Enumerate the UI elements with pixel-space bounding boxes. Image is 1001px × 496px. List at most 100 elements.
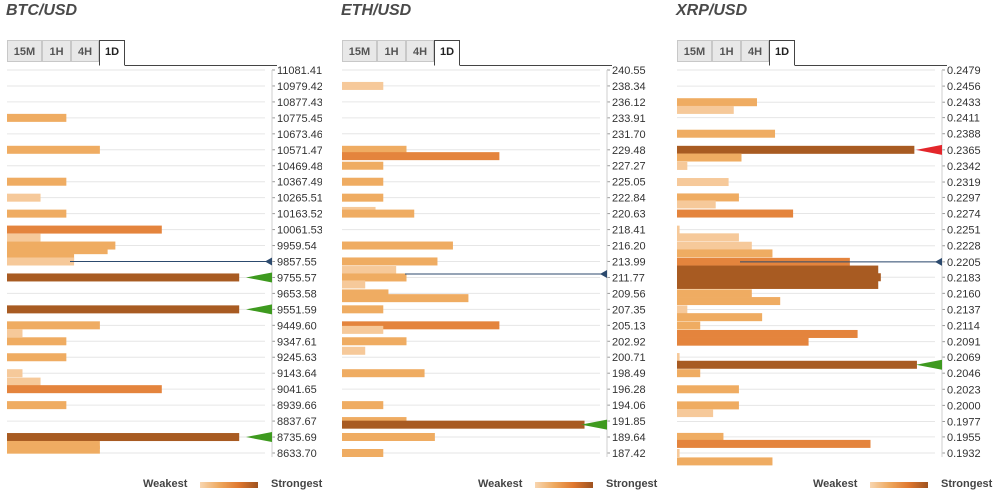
price-level-label: 231.70 — [612, 129, 646, 141]
tab-1h[interactable]: 1H — [42, 40, 71, 62]
eth-usd-panel: ETH/USD 15M 1H 4H 1D 240.55 238.34 236.12 233.91… — [335, 0, 657, 496]
confluence-bar — [677, 432, 724, 441]
price-level-label: 227.27 — [612, 161, 646, 173]
tab-baseline — [460, 65, 612, 66]
confluence-bar — [7, 337, 67, 346]
tab-1d[interactable]: 1D — [769, 40, 795, 66]
confluence-bar — [342, 257, 438, 266]
confluence-bar — [342, 294, 469, 303]
price-level-label: 10163.52 — [277, 209, 322, 221]
price-level-label: 0.2297 — [947, 192, 981, 204]
price-level-label: 8939.66 — [277, 400, 317, 412]
confluence-bar — [342, 420, 585, 429]
confluence-bar — [342, 273, 407, 282]
confluence-bar — [677, 329, 858, 338]
confluence-bar — [7, 113, 67, 122]
price-level-label: 0.2319 — [947, 177, 981, 189]
price-level-label: 0.2411 — [947, 113, 980, 125]
confluence-bar — [342, 145, 407, 154]
chart-title: BTC/USD — [6, 2, 78, 19]
price-level-label: 10469.48 — [277, 161, 322, 173]
confluence-bar — [7, 225, 162, 234]
price-level-label: 198.49 — [612, 368, 646, 380]
confluence-bar — [342, 432, 435, 441]
confluence-bar — [677, 241, 752, 250]
confluence-bar — [7, 440, 100, 449]
confluence-bar — [677, 305, 688, 314]
confluence-bar — [677, 337, 809, 346]
price-level-label: 11081.41 — [277, 65, 322, 77]
confluence-bar — [7, 385, 162, 394]
price-level-label: 225.05 — [612, 177, 646, 189]
confluence-bar — [677, 178, 729, 187]
confluence-bar — [7, 401, 67, 410]
confluence-chart: 240.55 238.34 236.12 233.91 231.70 229.48 227.… — [342, 65, 646, 460]
price-level-label: 216.20 — [612, 241, 646, 253]
price-level-label: 8735.69 — [277, 432, 317, 444]
tab-baseline — [125, 65, 277, 66]
confluence-bar — [677, 145, 915, 154]
confluence-bar — [677, 153, 742, 162]
price-level-label: 222.84 — [612, 193, 646, 205]
confluence-bar — [677, 401, 739, 410]
confluence-bar — [342, 305, 384, 314]
confluence-bar — [677, 289, 752, 298]
price-level-label: 0.2433 — [947, 97, 981, 109]
tab-baseline — [795, 65, 947, 66]
price-level-label: 0.2251 — [947, 225, 981, 237]
legend-weakest-label: Weakest — [478, 478, 523, 490]
confluence-bar — [677, 439, 871, 448]
confluence-bar — [677, 385, 739, 394]
price-level-label: 10877.43 — [277, 97, 322, 109]
price-level-label: 9347.61 — [277, 336, 317, 348]
confluence-bar — [7, 209, 67, 218]
price-level-label: 211.77 — [612, 272, 645, 284]
support-arrow-icon — [581, 419, 607, 430]
price-level-label: 207.35 — [612, 304, 646, 316]
confluence-bar — [342, 401, 384, 410]
price-level-label: 0.2228 — [947, 241, 981, 253]
tab-15m[interactable]: 15M — [342, 40, 377, 62]
confluence-bar — [7, 233, 41, 242]
tab-1h[interactable]: 1H — [712, 40, 741, 62]
support-arrow-icon — [246, 272, 272, 283]
price-level-label: 10367.49 — [277, 177, 322, 189]
price-level-label: 200.71 — [612, 352, 646, 364]
confluence-bar — [342, 177, 384, 186]
tab-1d[interactable]: 1D — [434, 40, 460, 66]
price-level-label: 9755.57 — [277, 272, 317, 284]
current-price-marker — [935, 257, 942, 266]
confluence-bar — [342, 161, 384, 170]
confluence-bar — [342, 152, 500, 161]
tab-4h[interactable]: 4H — [71, 40, 99, 62]
confluence-bar — [677, 273, 881, 282]
tab-1h[interactable]: 1H — [377, 40, 406, 62]
tab-4h[interactable]: 4H — [741, 40, 769, 62]
confluence-bar — [677, 449, 680, 457]
price-level-label: 0.2069 — [947, 352, 981, 364]
confluence-bar — [677, 129, 776, 138]
confluence-bar — [677, 249, 773, 258]
price-level-label: 0.2091 — [947, 337, 981, 349]
current-price-marker — [600, 270, 607, 279]
price-level-label: 220.63 — [612, 209, 646, 221]
price-level-label: 0.2365 — [947, 145, 981, 157]
tab-1d[interactable]: 1D — [99, 40, 125, 66]
price-level-label: 10265.51 — [277, 193, 322, 205]
confluence-bar — [342, 81, 384, 90]
tab-15m[interactable]: 15M — [677, 40, 712, 62]
confluence-bar — [677, 369, 701, 378]
price-level-label: 202.92 — [612, 336, 646, 348]
legend-gradient — [200, 482, 258, 488]
confluence-bar — [7, 252, 75, 261]
price-level-label: 0.2023 — [947, 384, 981, 396]
confluence-bar — [7, 329, 23, 338]
tab-4h[interactable]: 4H — [406, 40, 434, 62]
price-level-label: 0.1977 — [947, 416, 981, 428]
xrp-usd-panel: XRP/USD 15M 1H 4H 1D 0.2479 0.2456 0.2433 0.2411… — [670, 0, 992, 496]
price-level-label: 213.99 — [612, 256, 646, 268]
price-level-label: 240.55 — [612, 65, 646, 77]
confluence-bar — [677, 313, 763, 322]
tab-15m[interactable]: 15M — [7, 40, 42, 62]
confluence-bar — [677, 265, 879, 274]
